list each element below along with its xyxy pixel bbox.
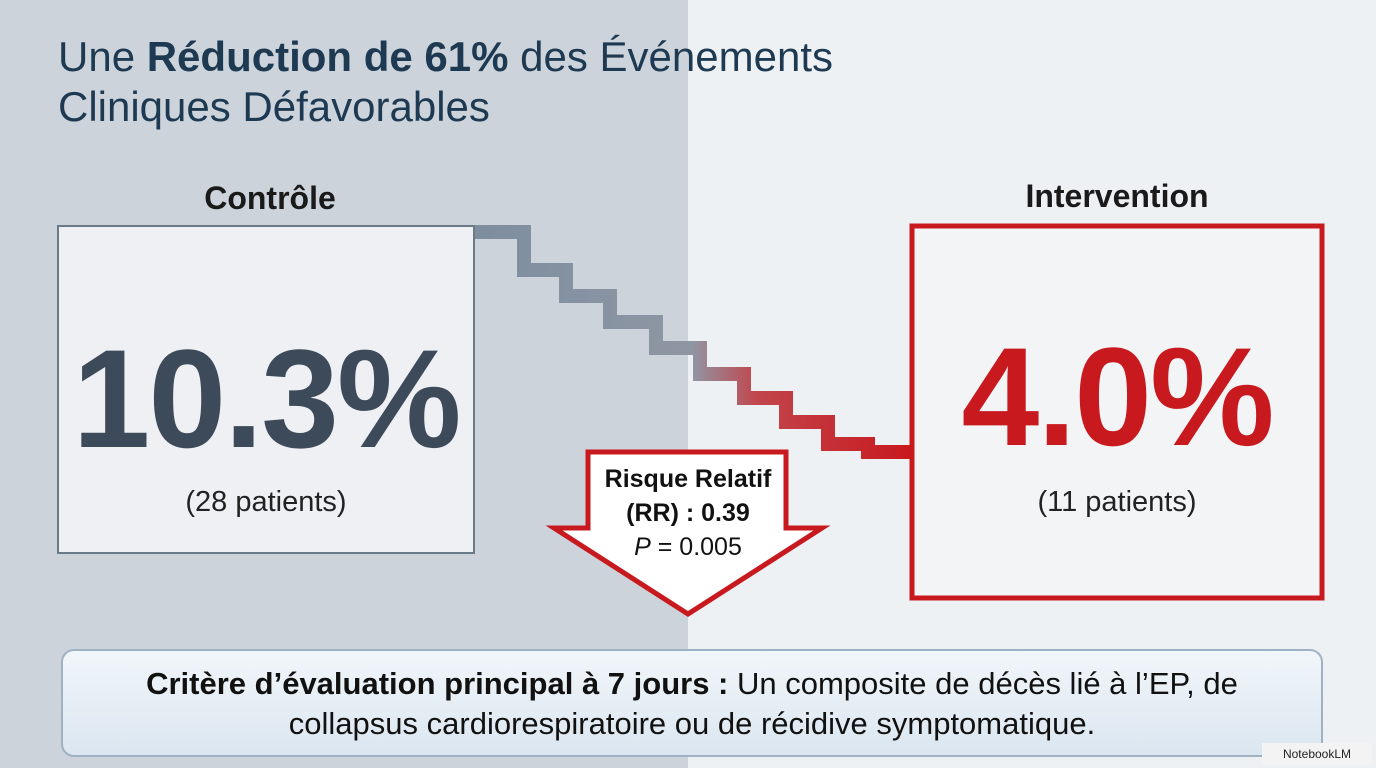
big-value: 4.0% xyxy=(961,318,1274,475)
footer-bold: Critère d’évaluation principal à 7 jours… xyxy=(146,666,729,701)
title: Une Réduction de 61% des Événements Clin… xyxy=(58,32,833,132)
arrow-text: Risque Relatif (RR) : 0.39 P = 0.005 xyxy=(588,462,788,564)
title-bold: Réduction de 61% xyxy=(146,33,509,80)
patients-note: (11 patients) xyxy=(1037,486,1197,518)
down-arrow xyxy=(545,449,831,617)
title-text: des Événements xyxy=(508,33,833,80)
rr-value: 0.39 xyxy=(701,499,750,527)
control-box xyxy=(57,225,475,554)
big-value: 10.3% xyxy=(72,320,462,477)
title-text: Cliniques Défavorables xyxy=(58,83,490,130)
arrow-line: Risque Relatif xyxy=(604,465,772,493)
staircase xyxy=(474,225,910,459)
arrow-line: (RR) : xyxy=(626,499,702,527)
group-label: Contrôle xyxy=(204,180,336,216)
patients-note: (28 patients) xyxy=(185,486,347,518)
footer-text: Critère d’évaluation principal à 7 jours… xyxy=(100,664,1284,744)
p-label: P xyxy=(634,533,651,561)
group-label: Intervention xyxy=(1025,178,1209,214)
intervention-box xyxy=(909,223,1325,601)
footer-box xyxy=(61,649,1323,757)
title-text: Une xyxy=(58,33,147,80)
watermark: NotebookLM xyxy=(1262,743,1372,765)
footer-body: Un composite de décès lié à l’EP, de col… xyxy=(288,666,1238,741)
p-value: = 0.005 xyxy=(650,533,742,561)
